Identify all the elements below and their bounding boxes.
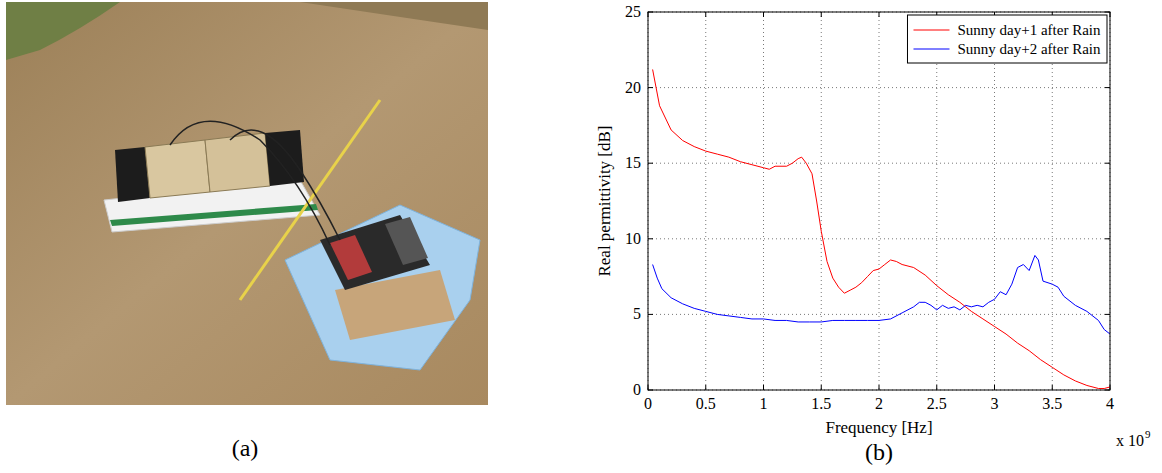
x-tick (763, 12, 764, 17)
photo-instrument-screen (330, 235, 372, 280)
x-tick-label: 0.5 (696, 395, 716, 412)
photo-ground (6, 2, 488, 405)
x-tick-label: 3.5 (1042, 395, 1062, 412)
legend: Sunny day+1 after Rain Sunny day+2 after … (907, 15, 1107, 63)
grid-line (648, 163, 1110, 164)
photo-cable (170, 121, 330, 245)
x-tick (936, 385, 937, 390)
x-scale-multiplier: x 109 (1116, 428, 1151, 449)
legend-label: Sunny day+1 after Rain (957, 22, 1101, 38)
x-tick-label: 2 (875, 395, 883, 412)
x-tick-label: 0 (644, 395, 652, 412)
photo-instrument (320, 215, 430, 290)
photo-shadow (300, 2, 488, 30)
y-axis-title: Real permittivity [dB] (595, 125, 614, 276)
x-tick (1052, 385, 1053, 390)
photo-grass (6, 2, 120, 60)
y-tick-label: 10 (625, 230, 641, 247)
photo-tarp (285, 205, 480, 370)
photo-box (115, 147, 150, 202)
grid-line (705, 12, 706, 390)
y-tick (1105, 314, 1110, 315)
y-tick-label: 5 (633, 305, 641, 322)
y-tick-label: 20 (625, 79, 641, 96)
legend-box (907, 15, 1107, 63)
grid-line (763, 12, 764, 390)
y-tick (648, 87, 653, 88)
panel-label: (b) (865, 439, 893, 465)
photo-box (265, 130, 304, 186)
photo-instrument-screen (385, 217, 428, 265)
plot-frame (648, 12, 1110, 390)
legend-swatch (913, 30, 949, 31)
x-tick (879, 385, 880, 390)
panel-label: (a) (232, 435, 259, 461)
grid-line (1052, 12, 1053, 390)
photo-box (205, 133, 270, 192)
grid-line (994, 12, 995, 390)
x-tick (705, 12, 706, 17)
legend-swatch (913, 49, 949, 50)
x-tick-label: 2.5 (927, 395, 947, 412)
y-tick (1105, 238, 1110, 239)
x-scale-exponent: 9 (1145, 428, 1151, 440)
figure: (a) 0 0.5 1 1.5 2 2.5 3 3.5 4 0 5 10 15 20 25 Frequency … (0, 0, 1162, 473)
series-line (653, 255, 1110, 334)
x-axis-title: Frequency [Hz] (825, 418, 932, 437)
legend-label: Sunny day+2 after Rain (957, 41, 1101, 57)
y-tick-label: 25 (625, 3, 641, 20)
x-tick-label: 1.5 (811, 395, 831, 412)
x-tick-label: 3 (991, 395, 999, 412)
photo-box (145, 140, 210, 198)
x-tick (821, 385, 822, 390)
grid-line (879, 12, 880, 390)
photo-panel (6, 2, 488, 405)
grid-line (648, 238, 1110, 239)
x-tick (994, 385, 995, 390)
x-tick-label: 1 (760, 395, 768, 412)
plot-background (648, 12, 1110, 390)
grid-line (936, 12, 937, 390)
y-tick-label: 0 (633, 381, 641, 398)
y-tick (648, 314, 653, 315)
y-tick-label: 15 (625, 154, 641, 171)
x-scale-label: x 10 (1116, 432, 1144, 449)
chart: 0 0.5 1 1.5 2 2.5 3 3.5 4 0 5 10 15 20 25 Frequency [Hz… (595, 3, 1151, 449)
y-tick (648, 163, 653, 164)
photo-cable (230, 130, 340, 240)
x-tick-label: 4 (1106, 395, 1114, 412)
y-tick (1105, 163, 1110, 164)
y-tick (648, 238, 653, 239)
series-group (653, 69, 1110, 388)
x-tick (705, 385, 706, 390)
y-tick (1105, 87, 1110, 88)
grid-line (821, 12, 822, 390)
grid-line (648, 87, 1110, 88)
x-tick (879, 12, 880, 17)
photo-board-stripe (110, 204, 318, 226)
x-tick (821, 12, 822, 17)
series-line (653, 69, 1110, 388)
x-tick (763, 385, 764, 390)
